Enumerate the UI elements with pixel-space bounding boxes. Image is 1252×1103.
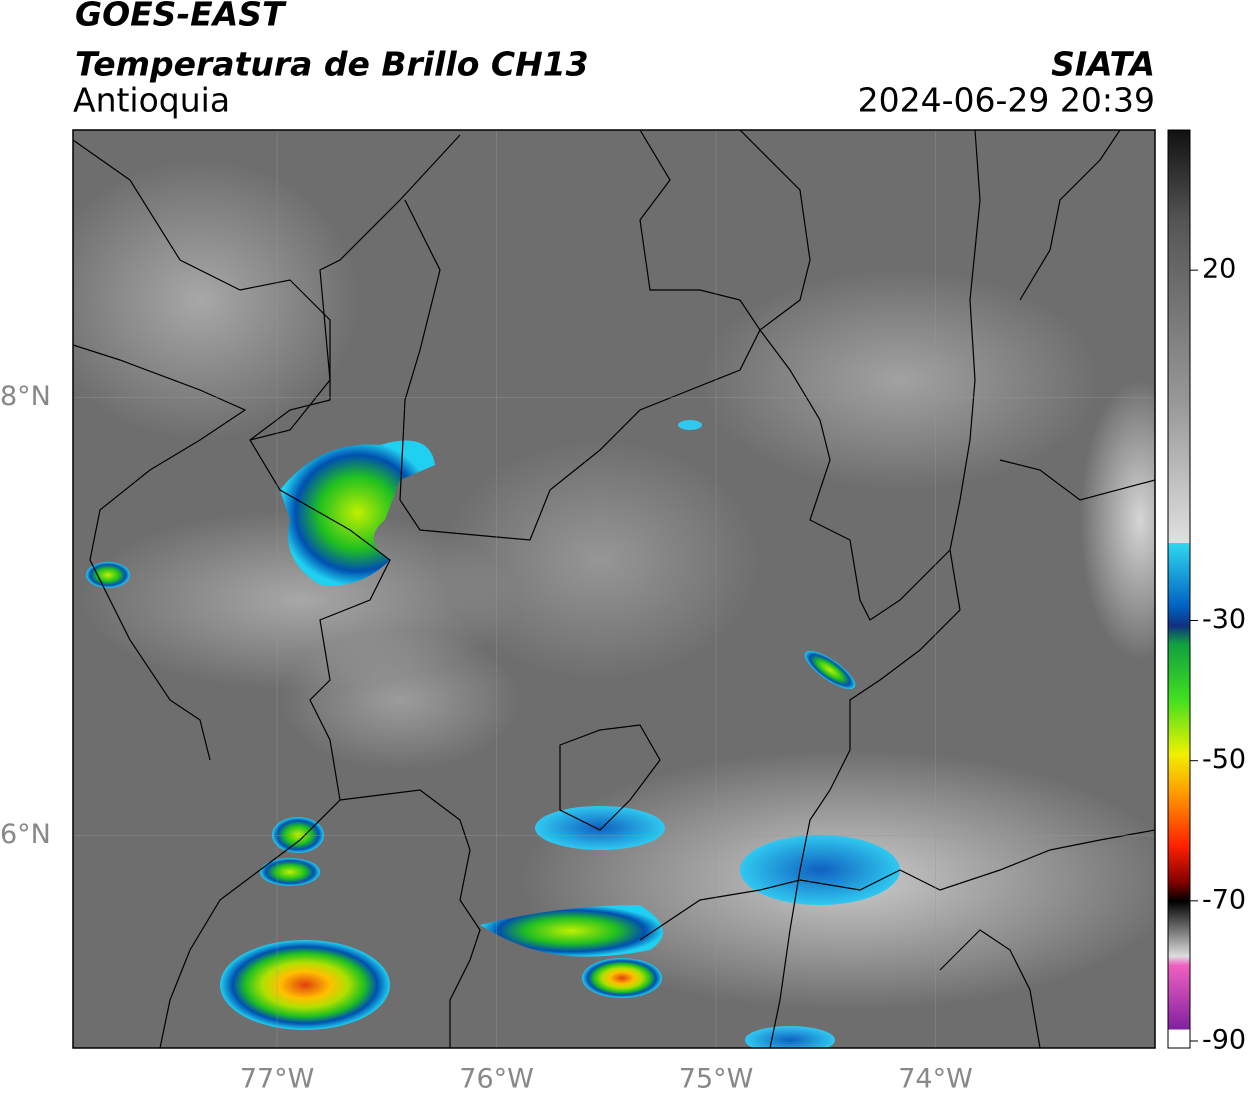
subtitle: Temperatura de Brillo CH13 [75, 45, 589, 84]
lon-tick-label: 75°W [679, 1064, 754, 1095]
colorbar-tick-label: -30 [1202, 604, 1246, 635]
title: GOES-EAST [75, 0, 287, 34]
datetime: 2024-06-29 20:39 [858, 81, 1155, 120]
colorbar-tick-label: -90 [1202, 1024, 1246, 1055]
lon-tick-label: 77°W [240, 1064, 315, 1095]
map [73, 130, 1155, 1048]
colorbar-tick-label: -50 [1202, 744, 1246, 775]
colorbar-tick-label: 20 [1202, 254, 1236, 285]
region: Antioquia [73, 81, 230, 120]
lat-tick-label: 8°N [0, 381, 51, 412]
lat-tick-label: 6°N [0, 819, 51, 850]
agency: SIATA [1051, 45, 1155, 84]
map-frame [72, 129, 1156, 1049]
colorbar [1167, 129, 1191, 1049]
lon-tick-label: 76°W [459, 1064, 534, 1095]
lon-tick-label: 74°W [898, 1064, 973, 1095]
colorbar-tick-label: -70 [1202, 884, 1246, 915]
graticule [73, 130, 1155, 1048]
